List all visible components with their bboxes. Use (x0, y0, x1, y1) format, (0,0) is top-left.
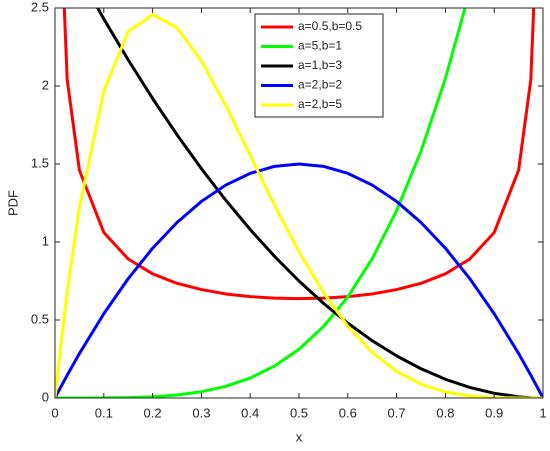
y-axis-label: PDF (5, 190, 20, 216)
y-tick-label: 0 (42, 389, 49, 404)
y-tick-label: 2 (42, 77, 49, 92)
x-tick-label: 0.6 (339, 405, 357, 420)
x-tick-label: 0.2 (144, 405, 162, 420)
x-tick-label: 1 (539, 405, 546, 420)
y-tick-label: 0.5 (31, 311, 49, 326)
x-tick-label: 0.9 (485, 405, 503, 420)
x-tick-label: 0.8 (436, 405, 454, 420)
legend-label: a=2,b=2 (298, 78, 342, 92)
x-tick-label: 0.5 (290, 405, 308, 420)
x-tick-label: 0.7 (388, 405, 406, 420)
x-tick-label: 0.3 (192, 405, 210, 420)
x-axis-label: x (296, 429, 303, 444)
series-line (55, 162, 543, 398)
y-tick-label: 2.5 (31, 0, 49, 14)
x-tick-label: 0 (51, 405, 58, 420)
legend-label: a=2,b=5 (298, 97, 342, 111)
y-tick-label: 1.5 (31, 155, 49, 170)
series-line (62, 8, 536, 301)
legend-label: a=1,b=3 (298, 58, 342, 72)
x-tick-label: 0.4 (241, 405, 259, 420)
legend-label: a=0.5,b=0.5 (298, 19, 362, 33)
x-tick-label: 0.1 (95, 405, 113, 420)
y-tick-label: 1 (42, 233, 49, 248)
legend-label: a=5,b=1 (298, 39, 342, 53)
